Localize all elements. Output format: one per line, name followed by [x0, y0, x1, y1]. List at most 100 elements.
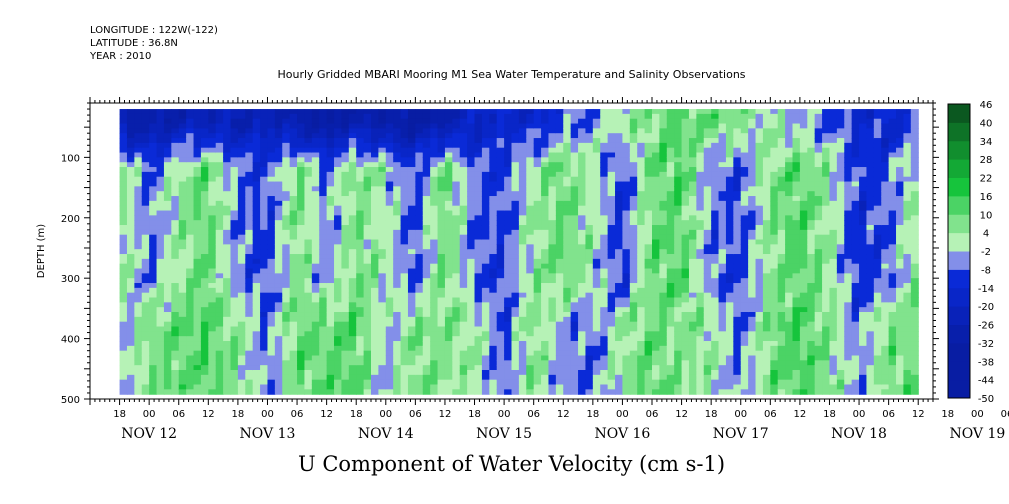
heat-cell	[518, 181, 527, 187]
heat-cell	[304, 186, 313, 192]
heat-cell	[304, 321, 313, 328]
heat-cell	[474, 268, 483, 274]
heat-cell	[615, 162, 624, 168]
heat-cell	[304, 152, 313, 158]
heat-cell	[149, 365, 158, 371]
heat-cell	[504, 341, 513, 347]
heat-cell	[652, 157, 660, 163]
heat-cell	[156, 147, 165, 154]
heat-cell	[304, 365, 313, 371]
heat-cell	[637, 374, 646, 381]
heat-cell	[659, 384, 668, 390]
heat-cell	[711, 273, 720, 279]
heat-cell	[496, 210, 505, 216]
heat-cell	[356, 147, 365, 154]
heat-cell	[311, 350, 320, 357]
heat-cell	[141, 171, 150, 178]
heat-cell	[652, 273, 660, 279]
heat-cell	[652, 389, 660, 395]
heat-cell	[489, 292, 498, 299]
heat-cell	[696, 302, 705, 308]
heat-cell	[481, 384, 490, 390]
heat-cell	[674, 138, 683, 144]
heat-cell	[430, 234, 439, 241]
heat-cell	[215, 283, 224, 289]
heat-cell	[666, 128, 675, 134]
heat-cell	[371, 196, 379, 202]
heat-cell	[681, 273, 690, 279]
heat-cell	[400, 220, 409, 226]
heat-cell	[171, 186, 180, 192]
heat-cell	[644, 331, 653, 337]
heat-cell	[578, 370, 587, 376]
heat-cell	[134, 128, 143, 134]
heat-cell	[230, 147, 239, 154]
heat-cell	[481, 152, 490, 158]
heat-cell	[193, 268, 202, 274]
heat-cell	[585, 181, 594, 187]
heat-cell	[223, 355, 232, 361]
heat-cell	[319, 234, 328, 241]
heat-cell	[489, 191, 498, 197]
heat-cell	[363, 389, 372, 395]
heat-cell	[733, 278, 742, 284]
heat-cell	[541, 147, 550, 154]
heat-cell	[607, 312, 616, 318]
heat-cell	[681, 138, 690, 144]
heat-cell	[415, 109, 424, 115]
heat-cell	[467, 297, 476, 303]
heat-cell	[378, 326, 387, 332]
heat-cell	[215, 278, 224, 284]
heat-cell	[156, 316, 165, 323]
heat-cell	[585, 283, 594, 289]
heat-cell	[652, 326, 660, 332]
heat-cell	[371, 370, 379, 376]
heat-cell	[615, 258, 624, 265]
heat-cell	[149, 138, 158, 144]
heat-cell	[674, 244, 683, 250]
heat-cell	[134, 350, 143, 357]
heat-cell	[141, 379, 150, 386]
heat-cell	[659, 142, 668, 149]
heat-cell	[252, 297, 261, 303]
heat-cell	[385, 263, 394, 270]
heat-cell	[400, 109, 409, 115]
heat-cell	[341, 113, 350, 120]
heat-cell	[267, 268, 276, 274]
heat-cell	[415, 186, 424, 192]
heat-cell	[496, 278, 505, 284]
heat-cell	[215, 181, 224, 187]
heat-cell	[134, 278, 143, 284]
heat-cell	[570, 374, 579, 381]
heat-cell	[334, 152, 343, 158]
heat-cell	[511, 278, 520, 284]
heat-cell	[518, 229, 527, 236]
heat-cell	[674, 142, 683, 149]
heat-cell	[178, 341, 187, 347]
heat-cell	[474, 258, 483, 265]
heat-cell	[319, 355, 328, 361]
heat-cell	[541, 229, 550, 236]
heat-cell	[260, 210, 269, 216]
heat-cell	[585, 360, 594, 366]
heat-cell	[341, 379, 350, 386]
heat-cell	[725, 181, 734, 187]
heat-cell	[297, 297, 306, 303]
heat-cell	[644, 196, 653, 202]
heat-cell	[452, 167, 461, 173]
heat-cell	[533, 118, 542, 125]
heat-cell	[533, 254, 542, 260]
heat-cell	[555, 297, 564, 303]
heat-cell	[126, 176, 135, 183]
heat-cell	[622, 254, 631, 260]
heat-cell	[311, 220, 320, 226]
heat-cell	[622, 384, 631, 390]
heat-cell	[740, 205, 749, 212]
heat-cell	[607, 157, 616, 163]
heat-cell	[267, 234, 276, 241]
heat-cell	[407, 350, 416, 357]
heat-cell	[733, 171, 742, 178]
heat-cell	[422, 118, 431, 125]
heat-cell	[681, 283, 690, 289]
heat-cell	[452, 360, 461, 366]
